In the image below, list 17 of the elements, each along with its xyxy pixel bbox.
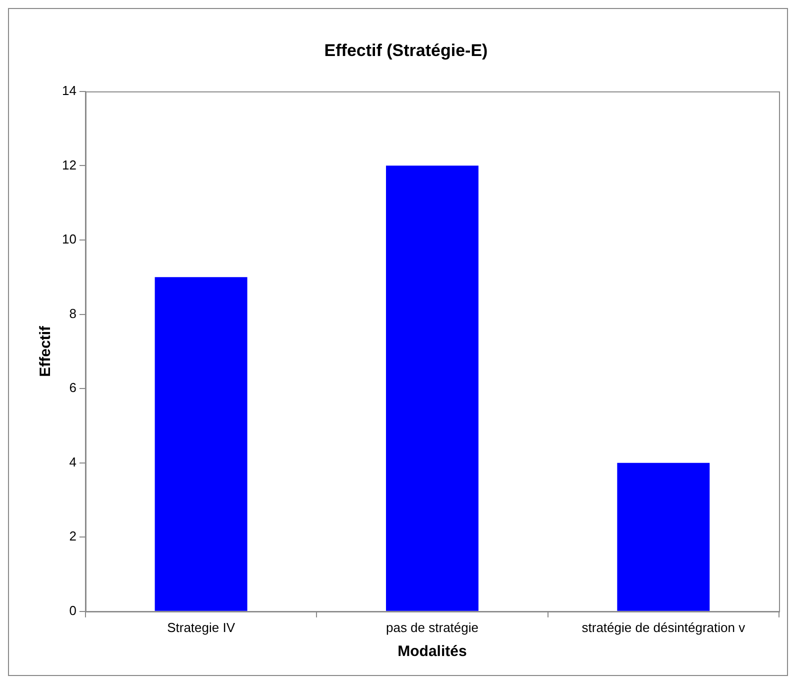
- y-tick-label: 6: [69, 380, 76, 396]
- y-tick-label: 0: [69, 602, 76, 618]
- x-tick-label: pas de stratégie: [386, 620, 478, 635]
- bar: [386, 166, 478, 611]
- y-axis-title: Effectif: [37, 324, 54, 377]
- chart-title: Effectif (Stratégie-E): [324, 40, 488, 60]
- y-tick-label: 12: [62, 157, 76, 172]
- bar: [154, 277, 248, 611]
- x-tick-label: Strategie IV: [167, 620, 236, 635]
- y-tick-label: 10: [62, 232, 76, 247]
- bar: [617, 462, 710, 611]
- x-axis-title: Modalités: [398, 643, 467, 660]
- y-tick-label: 4: [69, 454, 76, 470]
- y-tick-label: 8: [69, 306, 76, 321]
- y-tick-label: 2: [69, 528, 76, 544]
- y-tick-label: 14: [62, 82, 76, 98]
- x-tick-label: stratégie de désintégration v: [582, 620, 746, 635]
